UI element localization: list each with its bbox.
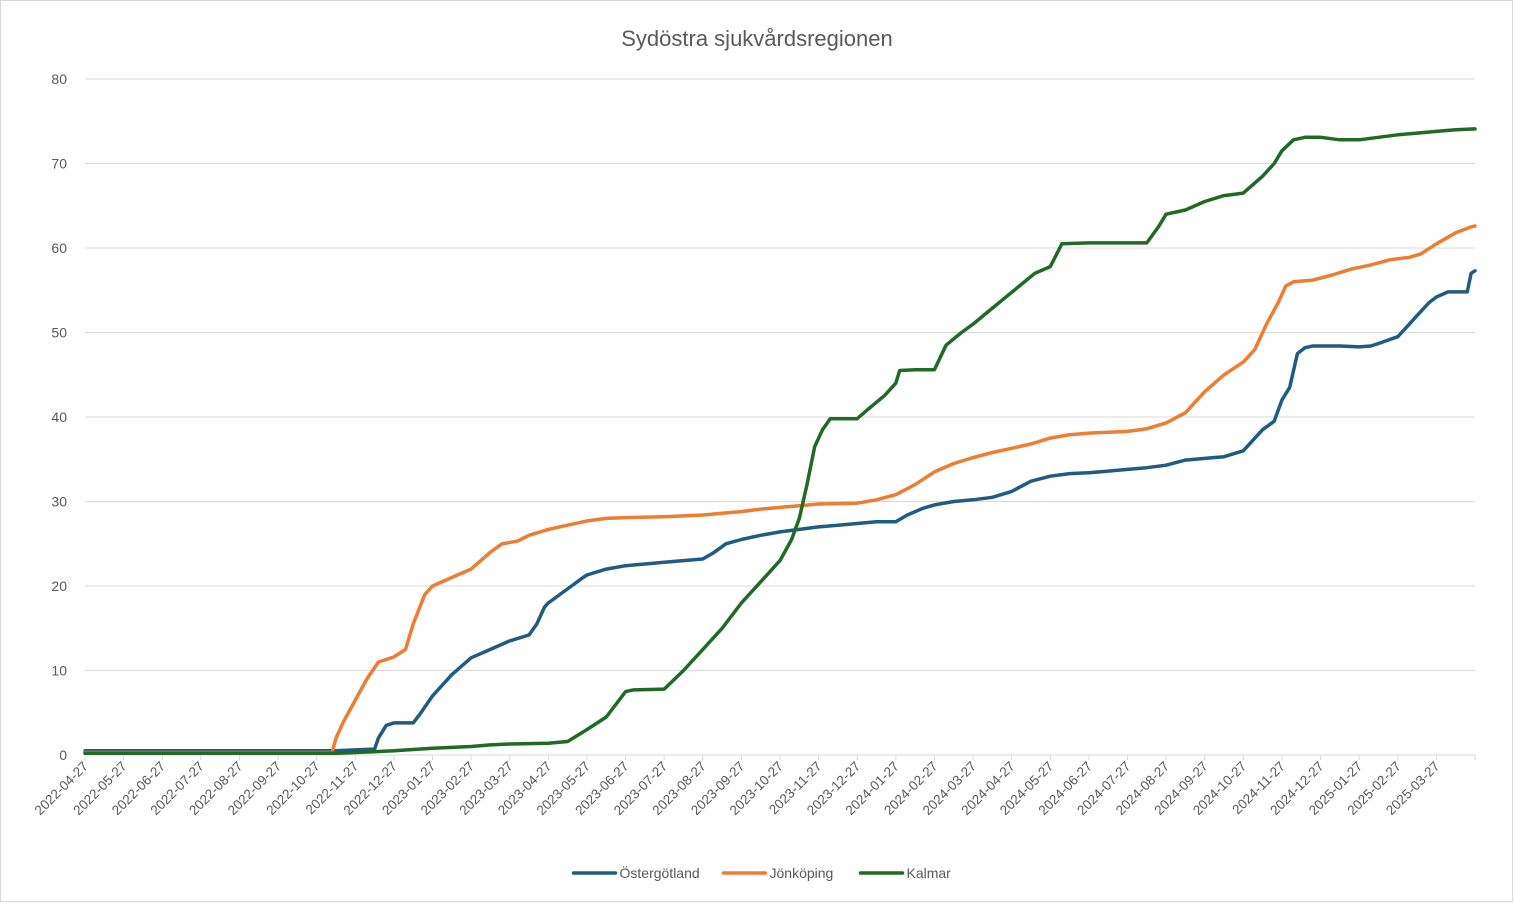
series-line-3: [83, 127, 1477, 756]
legend-label-2: Jönköping: [770, 865, 834, 881]
y-tick-label: 20: [51, 578, 67, 594]
series-line-2: [83, 224, 1477, 755]
y-tick-label: 50: [51, 325, 67, 341]
legend: Östergötland Jönköping Kalmar: [571, 864, 952, 881]
legend-label-1: Östergötland: [620, 864, 700, 881]
y-tick-label: 40: [51, 409, 67, 425]
axis-layer: 010203040506070802022-04-272022-05-27202…: [32, 71, 1476, 818]
legend-label-3: Kalmar: [907, 865, 952, 881]
y-tick-label: 10: [51, 663, 67, 679]
grid-layer: [85, 78, 1475, 671]
y-tick-label: 30: [51, 494, 67, 510]
y-tick-label: 70: [51, 156, 67, 172]
y-tick-label: 60: [51, 240, 67, 256]
y-tick-label: 0: [59, 747, 67, 763]
y-tick-label: 80: [51, 71, 67, 87]
chart-title: Sydöstra sjukvårdsregionen: [621, 26, 892, 51]
series-line-1: [83, 269, 1477, 753]
series-layer: [83, 127, 1477, 756]
